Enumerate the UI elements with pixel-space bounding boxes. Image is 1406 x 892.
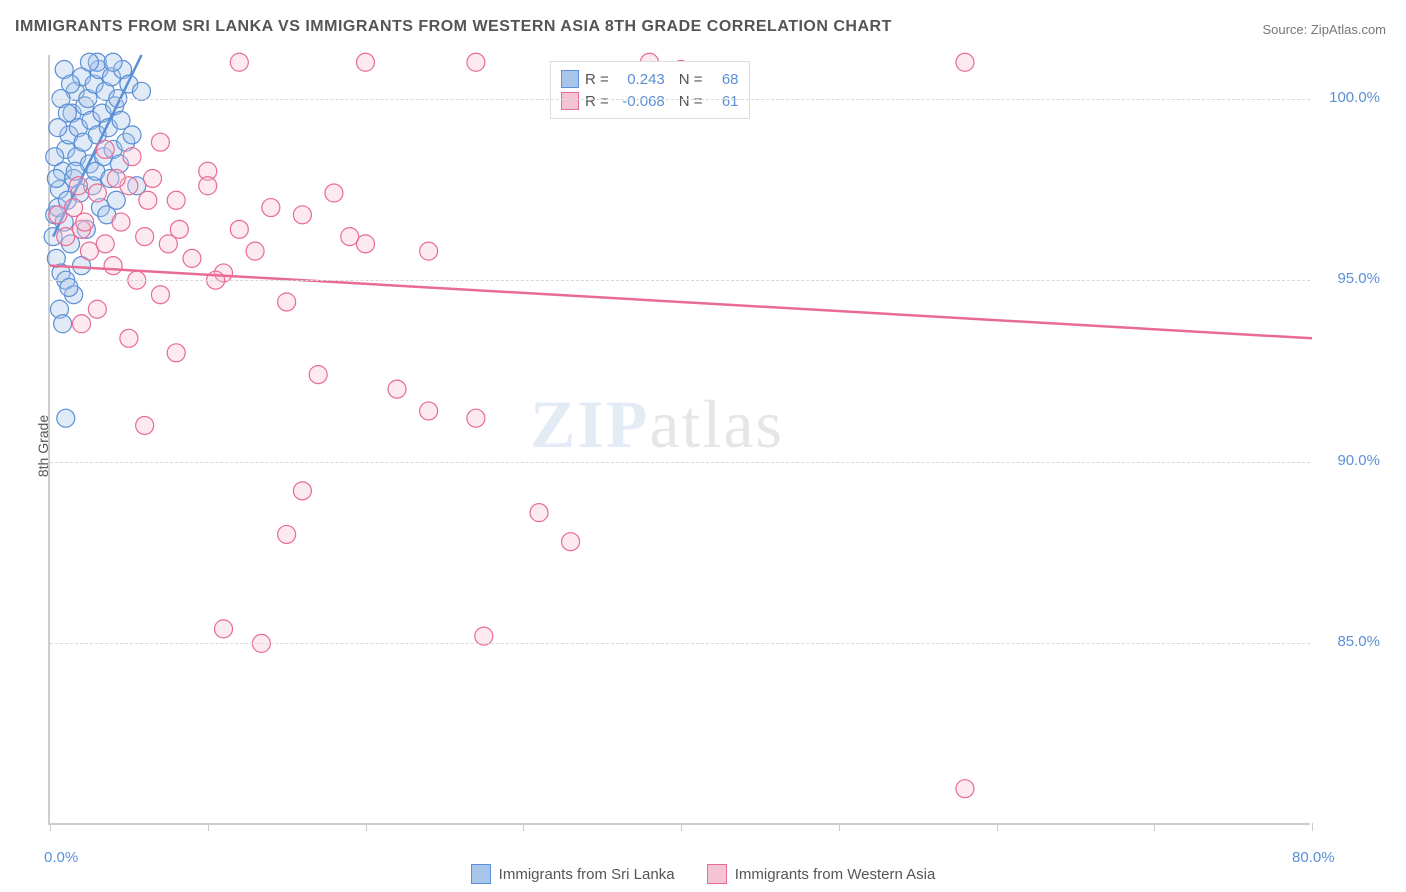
- data-point: [80, 53, 98, 71]
- data-point: [96, 140, 114, 158]
- legend-row-0: R = 0.243 N = 68: [561, 68, 739, 90]
- data-point: [139, 191, 157, 209]
- x-tick: [839, 823, 840, 831]
- y-tick-label: 85.0%: [1337, 633, 1380, 650]
- x-tick: [997, 823, 998, 831]
- data-point: [151, 133, 169, 151]
- data-point: [136, 416, 154, 434]
- data-point: [309, 366, 327, 384]
- data-point: [341, 228, 359, 246]
- x-tick: [50, 823, 51, 831]
- series-legend: Immigrants from Sri Lanka Immigrants fro…: [0, 864, 1406, 888]
- data-point: [293, 482, 311, 500]
- legend-row-1: R = -0.068 N = 61: [561, 90, 739, 112]
- gridline: [50, 462, 1310, 463]
- legend-bottom-swatch-0: [471, 864, 491, 884]
- legend-item-1: Immigrants from Western Asia: [707, 864, 936, 884]
- data-point: [388, 380, 406, 398]
- n-value-1: 61: [709, 93, 739, 110]
- data-point: [956, 780, 974, 798]
- data-point: [167, 191, 185, 209]
- source-label: Source: ZipAtlas.com: [1262, 22, 1386, 37]
- n-label-1: N =: [679, 93, 703, 110]
- data-point: [262, 199, 280, 217]
- data-point: [88, 300, 106, 318]
- data-point: [230, 53, 248, 71]
- data-point: [420, 402, 438, 420]
- chart-title: IMMIGRANTS FROM SRI LANKA VS IMMIGRANTS …: [15, 18, 892, 36]
- y-tick-label: 100.0%: [1329, 89, 1380, 106]
- data-point: [230, 220, 248, 238]
- data-point: [170, 220, 188, 238]
- data-point: [88, 184, 106, 202]
- gridline: [50, 643, 1310, 644]
- data-point: [183, 249, 201, 267]
- data-point: [123, 148, 141, 166]
- data-point: [104, 257, 122, 275]
- correlation-legend: R = 0.243 N = 68 R = -0.068 N = 61: [550, 61, 750, 119]
- legend-bottom-swatch-1: [707, 864, 727, 884]
- data-point: [467, 409, 485, 427]
- n-value-0: 68: [709, 71, 739, 88]
- legend-swatch-0: [561, 70, 579, 88]
- data-point: [956, 53, 974, 71]
- plot-area: ZIPatlas R = 0.243 N = 68 R = -0.068 N =…: [48, 55, 1310, 825]
- x-tick: [681, 823, 682, 831]
- data-point: [107, 191, 125, 209]
- legend-swatch-1: [561, 92, 579, 110]
- data-point: [278, 293, 296, 311]
- gridline: [50, 99, 1310, 100]
- data-point: [73, 315, 91, 333]
- data-point: [562, 533, 580, 551]
- data-point: [58, 104, 76, 122]
- data-point: [467, 53, 485, 71]
- x-tick: [366, 823, 367, 831]
- data-point: [54, 315, 72, 333]
- trend-line: [50, 266, 1312, 339]
- data-point: [123, 126, 141, 144]
- data-point: [199, 177, 217, 195]
- data-point: [107, 169, 125, 187]
- data-point: [530, 504, 548, 522]
- x-tick: [1154, 823, 1155, 831]
- x-tick: [523, 823, 524, 831]
- data-point: [96, 235, 114, 253]
- data-point: [293, 206, 311, 224]
- data-point: [47, 169, 65, 187]
- r-label-1: R =: [585, 93, 609, 110]
- data-point: [167, 344, 185, 362]
- data-point: [325, 184, 343, 202]
- data-point: [420, 242, 438, 260]
- data-point: [246, 242, 264, 260]
- data-point: [57, 409, 75, 427]
- data-point: [76, 213, 94, 231]
- data-point: [215, 620, 233, 638]
- r-value-0: 0.243: [615, 71, 665, 88]
- legend-item-0: Immigrants from Sri Lanka: [471, 864, 675, 884]
- legend-bottom-label-0: Immigrants from Sri Lanka: [499, 866, 675, 883]
- y-tick-label: 95.0%: [1337, 270, 1380, 287]
- r-label-0: R =: [585, 71, 609, 88]
- r-value-1: -0.068: [615, 93, 665, 110]
- data-point: [120, 329, 138, 347]
- data-point: [62, 75, 80, 93]
- data-point: [104, 53, 122, 71]
- data-point: [136, 228, 154, 246]
- x-tick: [1312, 823, 1313, 831]
- data-point: [357, 53, 375, 71]
- y-tick-label: 90.0%: [1337, 452, 1380, 469]
- x-tick: [208, 823, 209, 831]
- data-point: [46, 148, 64, 166]
- legend-bottom-label-1: Immigrants from Western Asia: [735, 866, 936, 883]
- data-point: [69, 177, 87, 195]
- data-point: [144, 169, 162, 187]
- data-point: [151, 286, 169, 304]
- data-point: [112, 213, 130, 231]
- gridline: [50, 280, 1310, 281]
- data-point: [278, 525, 296, 543]
- n-label-0: N =: [679, 71, 703, 88]
- scatter-svg: [50, 55, 1312, 825]
